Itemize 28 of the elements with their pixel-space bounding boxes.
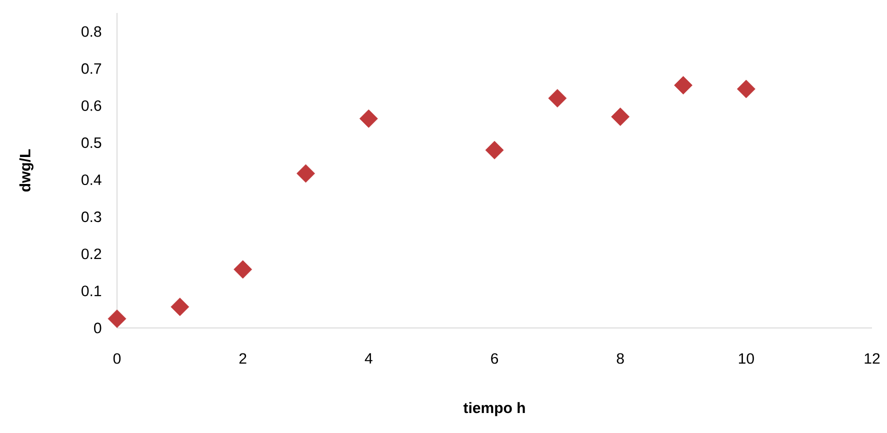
x-tick-label: 2 bbox=[239, 353, 246, 364]
y-tick-label: 0.6 bbox=[82, 100, 102, 111]
x-tick-label: 0 bbox=[113, 353, 121, 364]
x-axis-title: tiempo h bbox=[463, 402, 525, 416]
x-tick-label: 4 bbox=[364, 353, 372, 364]
y-tick-label: 0.2 bbox=[82, 248, 102, 260]
y-tick-label: 0 bbox=[94, 322, 102, 334]
point bbox=[611, 108, 630, 126]
point bbox=[736, 80, 756, 98]
point bbox=[548, 89, 567, 108]
x-tick-label: 8 bbox=[616, 353, 624, 364]
y-tick-label: 0.3 bbox=[82, 212, 102, 222]
point bbox=[674, 76, 692, 94]
point bbox=[359, 109, 378, 128]
x-tick-label: 6 bbox=[491, 353, 498, 364]
point bbox=[108, 310, 126, 328]
y-tick-label: 0.5 bbox=[82, 137, 102, 148]
y-axis-title: dwg/L bbox=[19, 149, 34, 192]
y-tick-label: 0.8 bbox=[82, 26, 102, 37]
point bbox=[170, 298, 190, 316]
y-tick-label: 0.7 bbox=[82, 63, 102, 74]
y-tick-label: 0.4 bbox=[82, 174, 102, 186]
x-tick-label: 10 bbox=[738, 353, 754, 364]
point bbox=[485, 140, 504, 160]
point bbox=[296, 164, 315, 183]
point bbox=[234, 260, 252, 279]
y-tick-label: 0.1 bbox=[82, 286, 102, 296]
x-tick-label: 12 bbox=[864, 353, 880, 364]
